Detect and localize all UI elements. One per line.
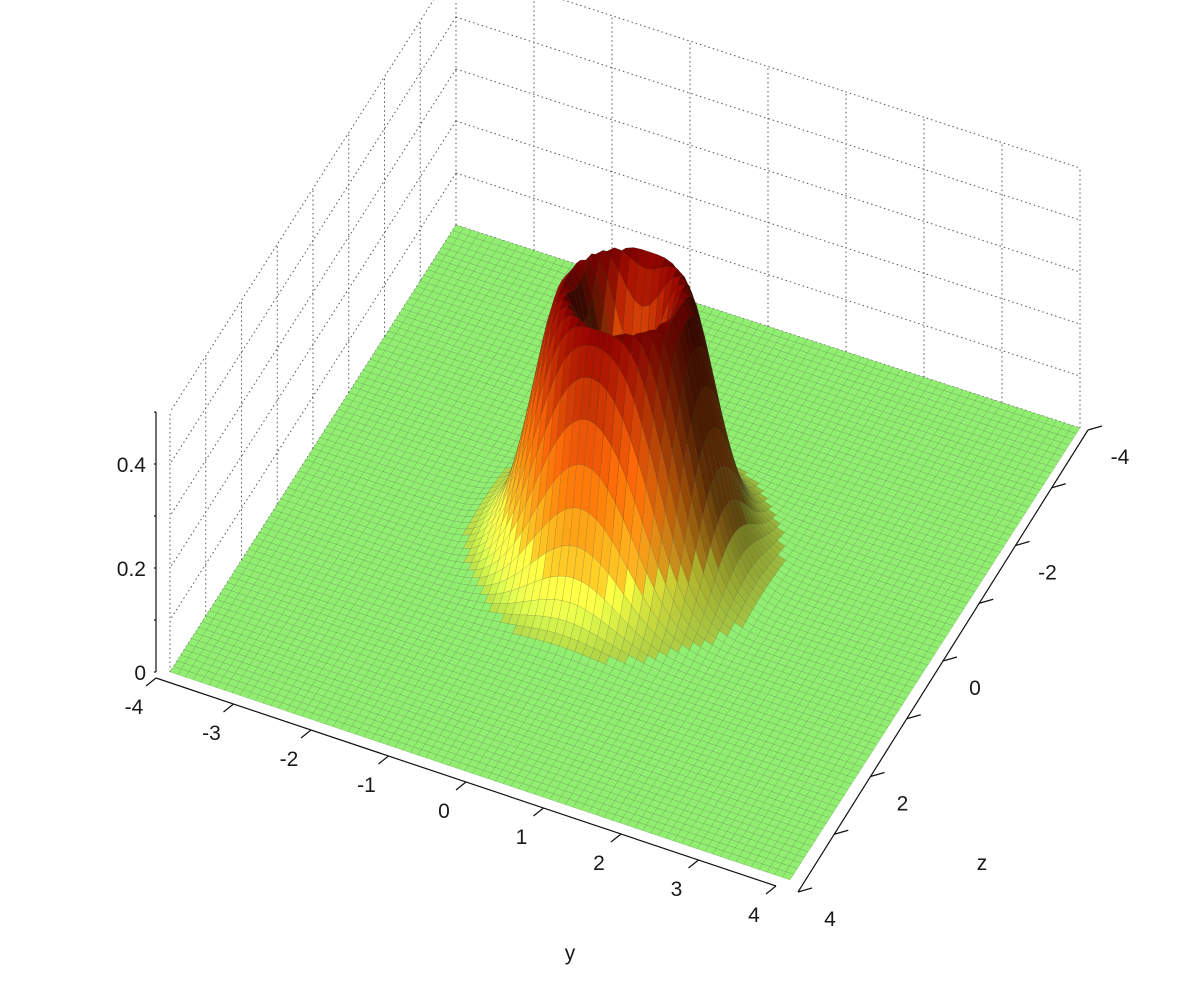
surface-plot bbox=[169, 224, 1081, 881]
grid-line bbox=[455, 120, 1081, 325]
grid-line bbox=[169, 68, 457, 517]
grid-line bbox=[455, 16, 1081, 221]
grid-line bbox=[169, 120, 457, 569]
grid-line bbox=[169, 172, 457, 621]
grid-line bbox=[561, 0, 1081, 169]
grid-line bbox=[455, 172, 1081, 377]
grid-line bbox=[455, 68, 1081, 273]
grid-line bbox=[169, 16, 457, 465]
grid-line bbox=[169, 0, 435, 413]
